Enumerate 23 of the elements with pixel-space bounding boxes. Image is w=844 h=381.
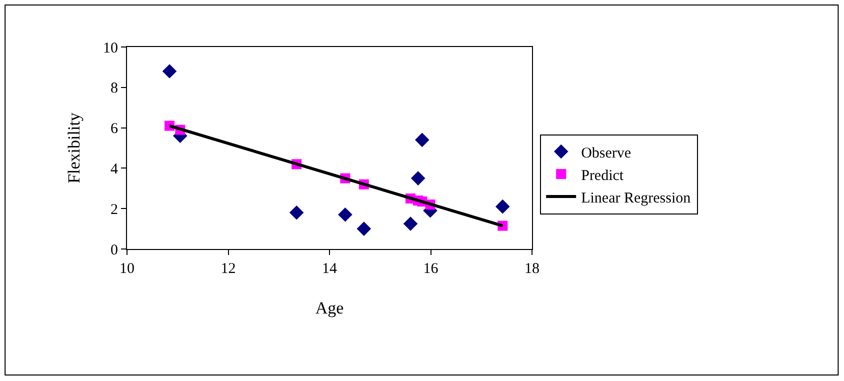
legend-label: Linear Regression bbox=[581, 190, 692, 206]
y-tick-label: 10 bbox=[103, 40, 118, 56]
y-tick-label: 8 bbox=[110, 80, 118, 97]
y-tick-label: 2 bbox=[110, 202, 118, 218]
point bbox=[495, 199, 510, 214]
legend-label: Predict bbox=[581, 168, 624, 184]
x-tick-label: 18 bbox=[524, 261, 540, 277]
x-tick-label: 16 bbox=[423, 261, 439, 277]
point bbox=[289, 205, 304, 220]
point bbox=[403, 216, 418, 231]
y-axis-title: Flexibility bbox=[64, 112, 84, 184]
x-tick-label: 14 bbox=[322, 261, 338, 277]
y-tick-label: 4 bbox=[110, 161, 118, 178]
y-tick-label: 6 bbox=[110, 121, 118, 138]
legend-label: Observe bbox=[581, 145, 632, 162]
point bbox=[410, 171, 426, 186]
point bbox=[162, 64, 177, 78]
point bbox=[356, 222, 372, 236]
point bbox=[414, 132, 430, 148]
point bbox=[338, 208, 352, 222]
x-axis-title: Age bbox=[315, 298, 344, 318]
y-tick-label: 0 bbox=[110, 242, 118, 258]
x-tick-label: 12 bbox=[220, 261, 236, 277]
